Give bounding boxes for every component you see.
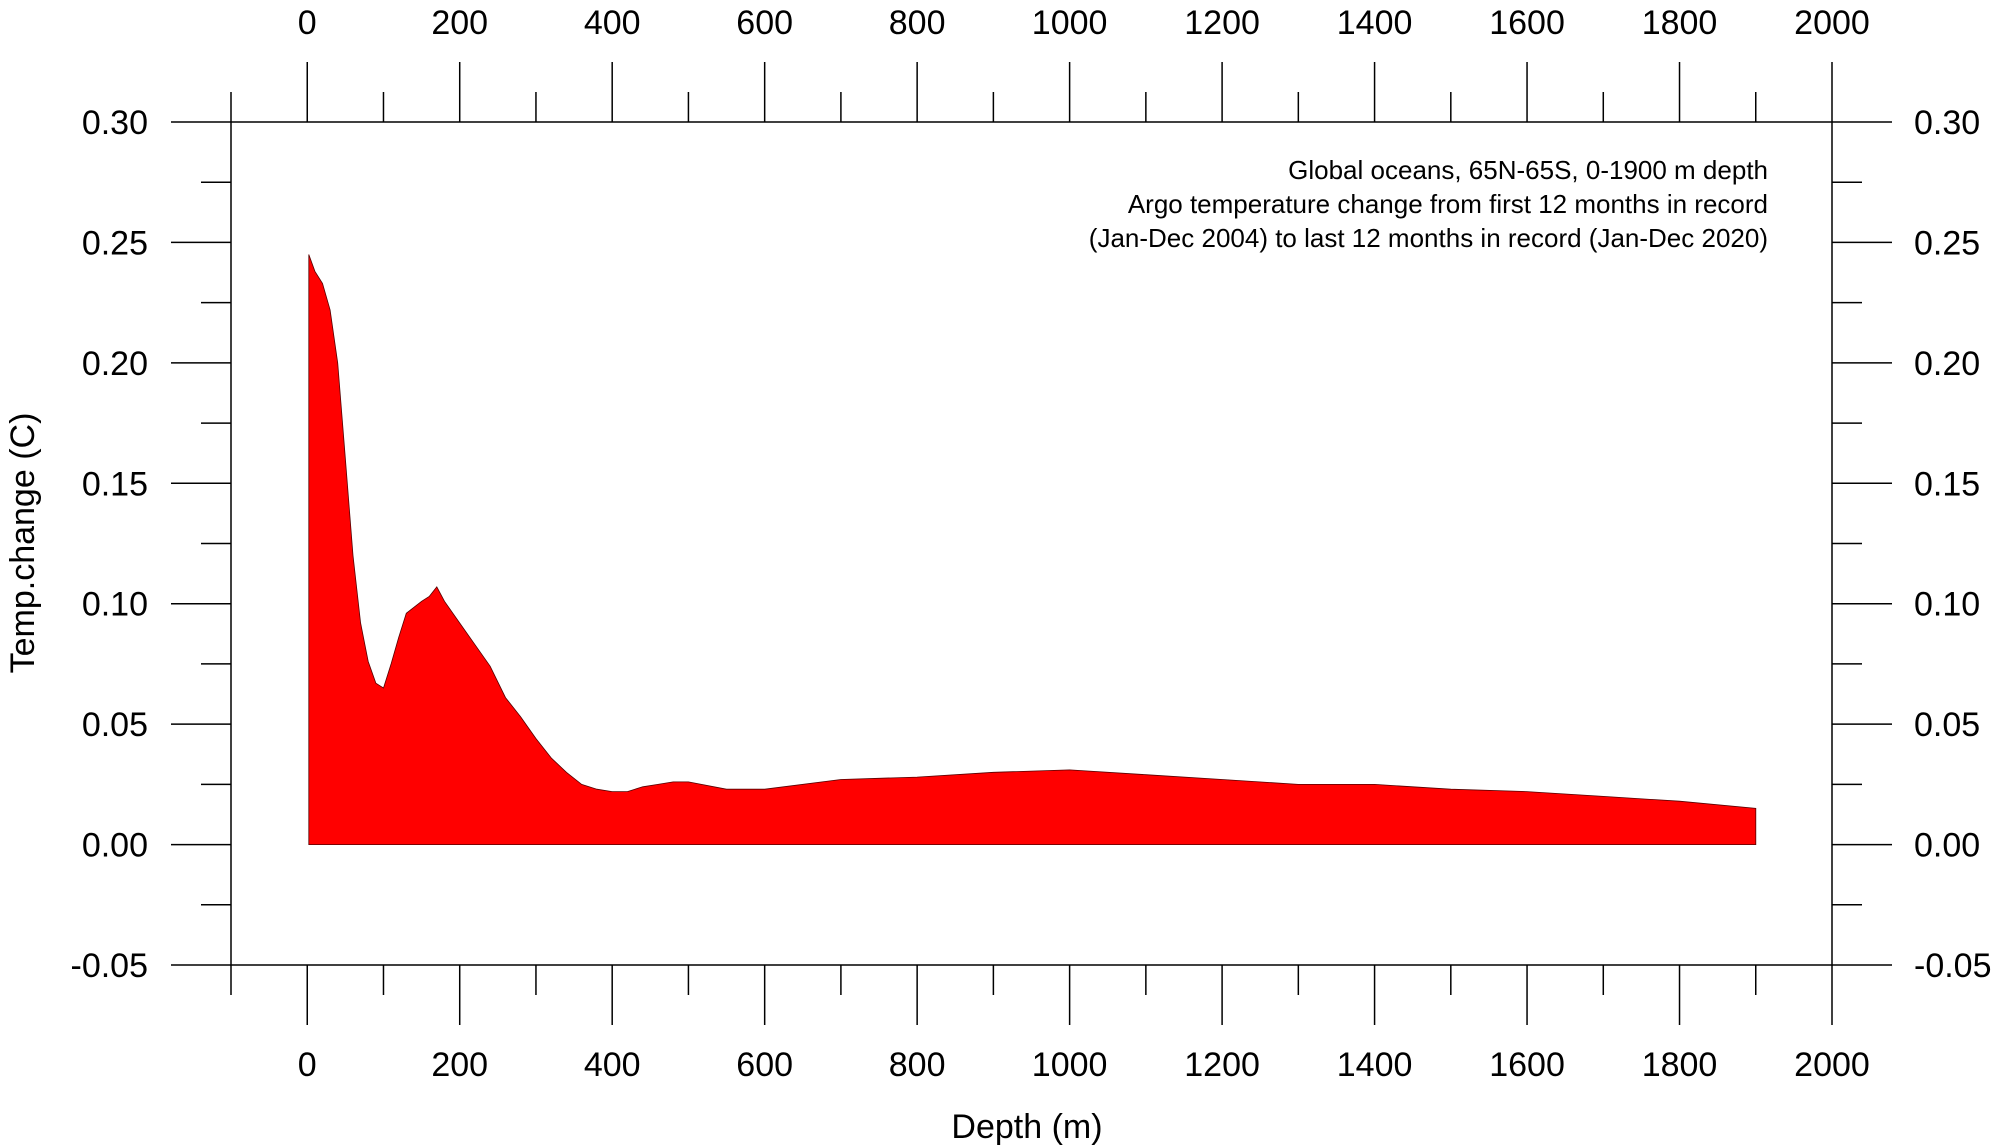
x-tick-label-bottom: 1200 <box>1184 1046 1260 1084</box>
annotation: Global oceans, 65N-65S, 0-1900 m depth A… <box>1089 155 1768 253</box>
x-tick-label-bottom: 400 <box>584 1046 641 1084</box>
annotation-line-2: Argo temperature change from first 12 mo… <box>1128 189 1768 219</box>
y-tick-label-left: 0.05 <box>82 706 148 744</box>
y-tick-label-right: 0.10 <box>1914 586 1980 624</box>
y-tick-label-left: 0.30 <box>82 104 148 142</box>
x-tick-label-top: 0 <box>298 4 317 42</box>
y-tick-label-right: 0.00 <box>1914 827 1980 865</box>
y-tick-label-right: 0.25 <box>1914 224 1980 262</box>
y-tick-label-left: 0.15 <box>82 465 148 503</box>
x-tick-label-bottom: 1400 <box>1337 1046 1413 1084</box>
x-tick-label-top: 1400 <box>1337 4 1413 42</box>
x-tick-label-top: 200 <box>431 4 488 42</box>
x-tick-label-bottom: 1600 <box>1489 1046 1565 1084</box>
y-tick-label-right: 0.15 <box>1914 465 1980 503</box>
x-tick-label-top: 600 <box>736 4 793 42</box>
y-tick-label-right: -0.05 <box>1914 947 1992 985</box>
y-axis-title: Temp.change (C) <box>4 413 42 674</box>
x-tick-label-top: 1200 <box>1184 4 1260 42</box>
y-tick-label-left: 0.10 <box>82 586 148 624</box>
y-tick-label-right: 0.20 <box>1914 345 1980 383</box>
x-tick-label-bottom: 800 <box>889 1046 946 1084</box>
x-tick-label-top: 1000 <box>1032 4 1108 42</box>
x-tick-label-bottom: 1000 <box>1032 1046 1108 1084</box>
area-layer <box>308 254 1757 845</box>
y-tick-label-right: 0.30 <box>1914 104 1980 142</box>
x-tick-label-top: 800 <box>889 4 946 42</box>
x-tick-label-top: 1800 <box>1642 4 1718 42</box>
annotation-line-3: (Jan-Dec 2004) to last 12 months in reco… <box>1089 223 1768 253</box>
y-tick-label-left: 0.00 <box>82 827 148 865</box>
area-series-0 <box>308 254 1757 845</box>
axes-layer: -0.05 -0.05 0.00 0.00 0.05 0.05 0.10 0.10 0.15 0.… <box>71 4 1992 1084</box>
x-axis-title: Depth (m) <box>951 1108 1102 1146</box>
y-tick-label-left: 0.20 <box>82 345 148 383</box>
x-tick-label-top: 2000 <box>1794 4 1870 42</box>
x-tick-label-bottom: 2000 <box>1794 1046 1870 1084</box>
x-tick-label-top: 1600 <box>1489 4 1565 42</box>
x-tick-label-bottom: 1800 <box>1642 1046 1718 1084</box>
x-tick-label-bottom: 600 <box>736 1046 793 1084</box>
x-tick-label-bottom: 0 <box>298 1046 317 1084</box>
y-tick-label-left: 0.25 <box>82 224 148 262</box>
x-tick-label-bottom: 200 <box>431 1046 488 1084</box>
y-tick-label-left: -0.05 <box>71 947 149 985</box>
annotation-line-1: Global oceans, 65N-65S, 0-1900 m depth <box>1288 155 1768 185</box>
y-tick-label-right: 0.05 <box>1914 706 1980 744</box>
x-tick-label-top: 400 <box>584 4 641 42</box>
